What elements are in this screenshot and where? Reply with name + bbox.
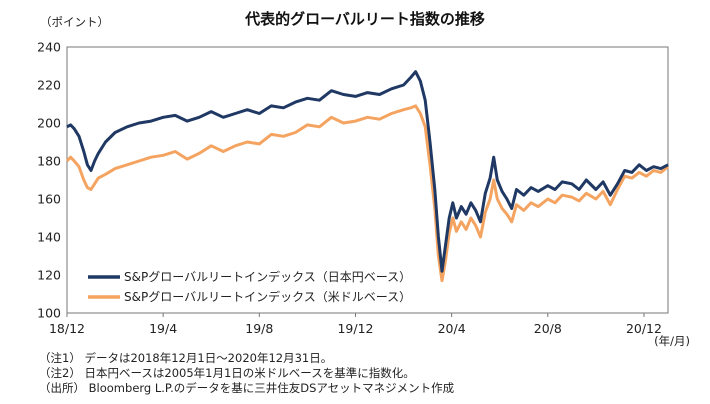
y-tick-label: 240 bbox=[37, 40, 61, 55]
series-lines bbox=[65, 70, 669, 283]
y-tick-label: 120 bbox=[37, 268, 61, 283]
legend: S&Pグローバルリートインデックス（日本円ベース） S&Pグローバルリートインデ… bbox=[88, 269, 411, 304]
chart-title: 代表的グローバルリート指数の推移 bbox=[244, 10, 485, 28]
series-line-usd bbox=[65, 104, 669, 283]
y-tick-label: 140 bbox=[37, 230, 61, 245]
x-axis-ticks: 18/12 19/4 19/8 19/12 20/4 20/8 20/12 bbox=[49, 313, 662, 336]
x-tick-label: 20/8 bbox=[534, 321, 562, 336]
y-tick-label: 200 bbox=[37, 116, 61, 131]
y-axis-ticks: 100 120 140 160 180 200 220 240 bbox=[37, 40, 61, 321]
x-tick-label: 18/12 bbox=[49, 321, 85, 336]
x-axis-unit: (年/月) bbox=[654, 334, 690, 348]
x-tick-label: 19/12 bbox=[337, 321, 373, 336]
plot-frame bbox=[66, 46, 669, 314]
note-1: （注1） データは2018年12月1日～2020年12月31日。 bbox=[39, 351, 333, 365]
y-tick-label: 100 bbox=[37, 306, 61, 321]
x-tick-label: 20/12 bbox=[626, 321, 662, 336]
x-tick-label: 19/8 bbox=[245, 321, 273, 336]
y-tick-label: 160 bbox=[37, 192, 61, 207]
x-tick-label: 20/4 bbox=[438, 321, 466, 336]
x-tick-label: 19/4 bbox=[149, 321, 177, 336]
legend-label-jpy: S&Pグローバルリートインデックス（日本円ベース） bbox=[124, 269, 411, 284]
y-axis-unit: （ポイント） bbox=[40, 15, 109, 29]
y-tick-label: 220 bbox=[37, 78, 61, 93]
series-line-jpy bbox=[66, 70, 669, 273]
footnotes: （注1） データは2018年12月1日～2020年12月31日。 （注2） 日本… bbox=[39, 351, 454, 396]
legend-label-usd: S&Pグローバルリートインデックス（米ドルベース） bbox=[124, 289, 411, 304]
y-tick-label: 180 bbox=[37, 154, 61, 169]
note-source: （出所） Bloomberg L.P.のデータを基に三井住友DSアセットマネジメ… bbox=[39, 381, 455, 395]
reit-index-chart: 代表的グローバルリート指数の推移 （ポイント） 100 120 140 160 180 2… bbox=[37, 10, 690, 348]
note-2: （注2） 日本円ベースは2005年1月1日の米ドルベースを基準に指数化。 bbox=[39, 366, 415, 380]
